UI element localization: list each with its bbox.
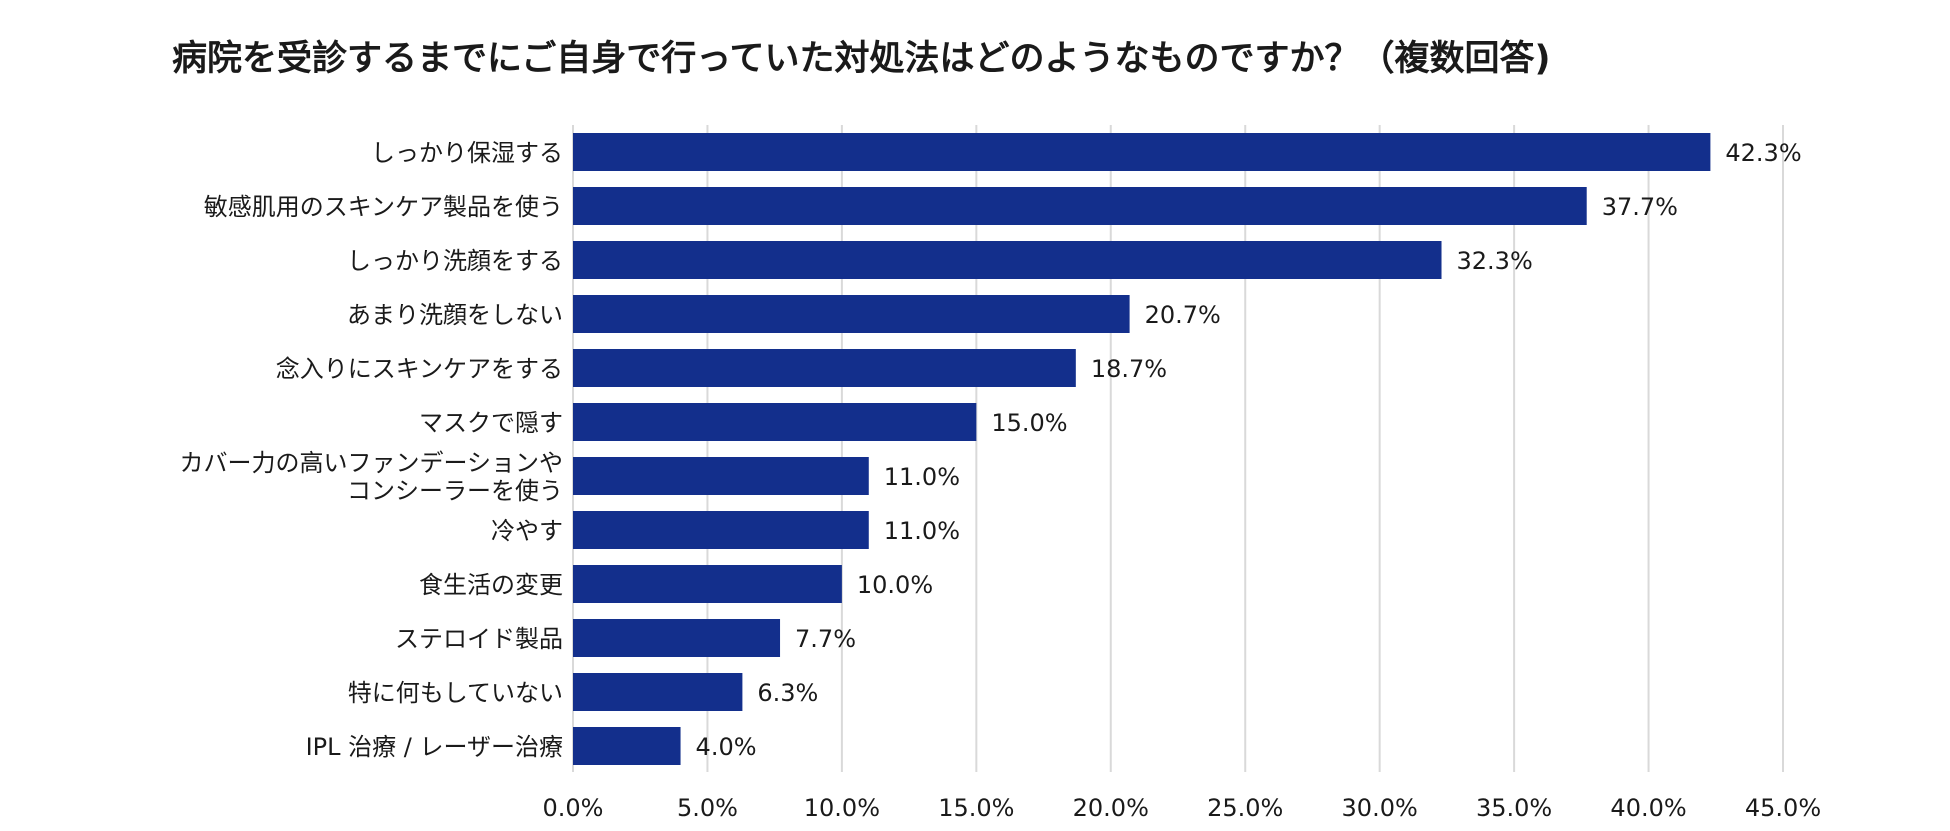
data-label: 11.0% (884, 463, 960, 491)
data-label: 6.3% (757, 679, 818, 707)
category-label: しっかり洗顔をする (347, 247, 563, 275)
category-label-line: あまり洗顔をしない (347, 301, 563, 329)
bar (573, 511, 869, 549)
x-tick-label: 5.0% (677, 794, 738, 822)
category-label-line: 特に何もしていない (348, 679, 563, 707)
value-label-layer: 42.3% 37.7% 32.3% 20.7% 18.7% 15.0% 11.0% 11.0%… (696, 139, 1802, 761)
x-tick-label: 40.0% (1610, 794, 1686, 822)
data-label: 11.0% (884, 517, 960, 545)
category-label: 食生活の変更 (419, 571, 563, 599)
data-label: 4.0% (696, 733, 757, 761)
category-label: あまり洗顔をしない (347, 301, 563, 329)
category-label: カバー力の高いファンデーションやコンシーラーを使う (179, 449, 563, 505)
tick-label-layer: 0.0% 5.0% 10.0% 15.0% 20.0% 25.0% 30.0% 35.0% 40… (543, 794, 1822, 822)
chart-title: 病院を受診するまでにご自身で行っていた対処法はどのようなものですか？（複数回答) (172, 39, 1551, 79)
data-label: 42.3% (1725, 139, 1801, 167)
data-label: 37.7% (1602, 193, 1678, 221)
data-label: 18.7% (1091, 355, 1167, 383)
bar (573, 349, 1076, 387)
bar-layer (573, 133, 1711, 765)
category-label: IPL 治療 / レーザー治療 (306, 733, 563, 761)
category-label: 冷やす (491, 517, 563, 545)
grid-layer (572, 125, 1784, 772)
bar (573, 295, 1130, 333)
category-label-line: 敏感肌用のスキンケア製品を使う (204, 193, 563, 221)
data-label: 7.7% (795, 625, 856, 653)
bar (573, 727, 681, 765)
x-tick-label: 0.0% (543, 794, 604, 822)
category-label: しっかり保湿する (371, 139, 563, 167)
x-tick-label: 25.0% (1207, 794, 1283, 822)
category-label-layer: しっかり保湿する敏感肌用のスキンケア製品を使うしっかり洗顔をするあまり洗顔をしな… (179, 139, 563, 761)
x-tick-label: 20.0% (1073, 794, 1149, 822)
bar (573, 565, 842, 603)
data-label: 32.3% (1457, 247, 1533, 275)
category-label: ステロイド製品 (395, 625, 563, 653)
category-label-line: カバー力の高いファンデーションや (179, 449, 563, 477)
category-label-line: しっかり保湿する (371, 139, 563, 167)
category-label-line: 食生活の変更 (419, 571, 563, 599)
bar (573, 457, 869, 495)
x-tick-label: 30.0% (1342, 794, 1418, 822)
bar (573, 133, 1711, 171)
bar (573, 619, 781, 657)
category-label-line: IPL 治療 / レーザー治療 (306, 733, 563, 761)
bar (573, 673, 743, 711)
x-tick-label: 45.0% (1745, 794, 1821, 822)
category-label-line: しっかり洗顔をする (347, 247, 563, 275)
data-label: 10.0% (857, 571, 933, 599)
category-label-line: コンシーラーを使う (347, 477, 563, 505)
data-label: 20.7% (1145, 301, 1221, 329)
x-tick-label: 15.0% (938, 794, 1014, 822)
category-label-line: 冷やす (491, 517, 563, 545)
bar (573, 187, 1587, 225)
data-label: 15.0% (991, 409, 1067, 437)
category-label: マスクで隠す (419, 409, 563, 437)
category-label-line: 念入りにスキンケアをする (276, 355, 563, 383)
bar (573, 403, 977, 441)
category-label: 敏感肌用のスキンケア製品を使う (204, 193, 563, 221)
x-tick-label: 10.0% (804, 794, 880, 822)
category-label-line: マスクで隠す (419, 409, 563, 437)
category-label-line: ステロイド製品 (395, 625, 563, 653)
category-label: 特に何もしていない (348, 679, 563, 707)
bar (573, 241, 1442, 279)
category-label: 念入りにスキンケアをする (276, 355, 563, 383)
x-tick-label: 35.0% (1476, 794, 1552, 822)
